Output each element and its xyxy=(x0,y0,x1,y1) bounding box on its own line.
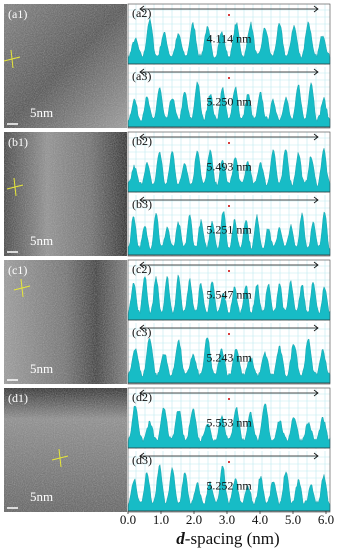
profile-label: (b2) xyxy=(132,134,152,148)
panel-frame xyxy=(127,387,331,513)
marker-dot xyxy=(228,333,230,335)
lattice-cross xyxy=(13,278,31,298)
measure-arrow xyxy=(139,5,319,13)
lattice-cross xyxy=(6,177,24,197)
x-tick-label: 3.0 xyxy=(219,512,235,527)
panel-frame xyxy=(127,3,331,129)
measurement: 5.250 nm xyxy=(206,94,252,108)
scale-label: 5nm xyxy=(30,361,53,376)
marker-dot xyxy=(228,398,230,400)
tem-grain xyxy=(4,260,127,384)
marker-dot xyxy=(228,77,230,79)
profile-label: (c3) xyxy=(132,325,151,339)
profile-label: (c2) xyxy=(132,262,151,276)
profile-label: (d2) xyxy=(132,390,152,404)
profile-trace xyxy=(127,274,331,321)
marker-dot xyxy=(228,205,230,207)
scale-label: 5nm xyxy=(30,105,53,120)
marker-dot xyxy=(228,461,230,463)
measure-arrow xyxy=(139,133,319,141)
profile-trace xyxy=(127,403,331,449)
profile-trace xyxy=(127,80,331,128)
profile-label: (a2) xyxy=(132,6,151,20)
measure-arrow xyxy=(139,261,319,269)
panel-label: (b1) xyxy=(8,135,28,149)
marker-dot xyxy=(228,14,230,16)
scale-label: 5nm xyxy=(30,489,53,504)
tem-grain xyxy=(4,388,127,512)
profile-trace xyxy=(127,337,331,384)
panel-label: (a1) xyxy=(8,7,27,21)
profile-label: (a3) xyxy=(132,69,151,83)
measurement: 5.553 nm xyxy=(206,415,252,429)
measure-arrow xyxy=(139,452,319,460)
measure-arrow xyxy=(139,68,319,76)
x-axis-label-text: -spacing (nm) xyxy=(185,529,280,548)
measurement: 5.493 nm xyxy=(206,159,252,173)
profile-trace xyxy=(127,464,331,512)
x-tick-label: 5.0 xyxy=(285,512,301,527)
measurement: 5.243 nm xyxy=(206,350,252,364)
measure-arrow xyxy=(139,324,319,332)
x-tick-label: 0.0 xyxy=(120,512,136,527)
profile-trace xyxy=(127,147,331,193)
x-tick-label: 1.0 xyxy=(153,512,169,527)
panel-label: (d1) xyxy=(8,391,28,405)
panel-label: (c1) xyxy=(8,263,27,277)
profile-grid xyxy=(128,451,330,512)
x-tick-label: 2.0 xyxy=(186,512,202,527)
profile-trace xyxy=(127,18,331,65)
tem-grain xyxy=(4,132,127,256)
measure-arrow xyxy=(139,196,319,204)
marker-dot xyxy=(228,142,230,144)
measurement: 5.252 nm xyxy=(206,478,252,492)
x-tick-label: 6.0 xyxy=(318,512,334,527)
profile-grid xyxy=(128,132,330,193)
lattice-cross xyxy=(3,49,21,69)
measurement: 4.114 nm xyxy=(207,31,253,45)
panel-frame xyxy=(127,259,331,385)
profile-label: (b3) xyxy=(132,197,152,211)
measure-arrow xyxy=(139,389,319,397)
profile-label: (d3) xyxy=(132,453,152,467)
profile-trace xyxy=(127,210,331,256)
profile-grid xyxy=(128,67,330,128)
tem-grain xyxy=(4,4,127,128)
panel-frame xyxy=(127,131,331,257)
lattice-cross xyxy=(51,448,69,468)
measurement: 5.251 nm xyxy=(206,222,252,236)
x-axis-label: d-spacing (nm) xyxy=(176,529,279,548)
x-tick-label: 4.0 xyxy=(252,512,268,527)
scale-label: 5nm xyxy=(30,233,53,248)
measurement: 5.547 nm xyxy=(206,287,252,301)
marker-dot xyxy=(228,270,230,272)
x-axis-label-var: d xyxy=(176,529,185,548)
